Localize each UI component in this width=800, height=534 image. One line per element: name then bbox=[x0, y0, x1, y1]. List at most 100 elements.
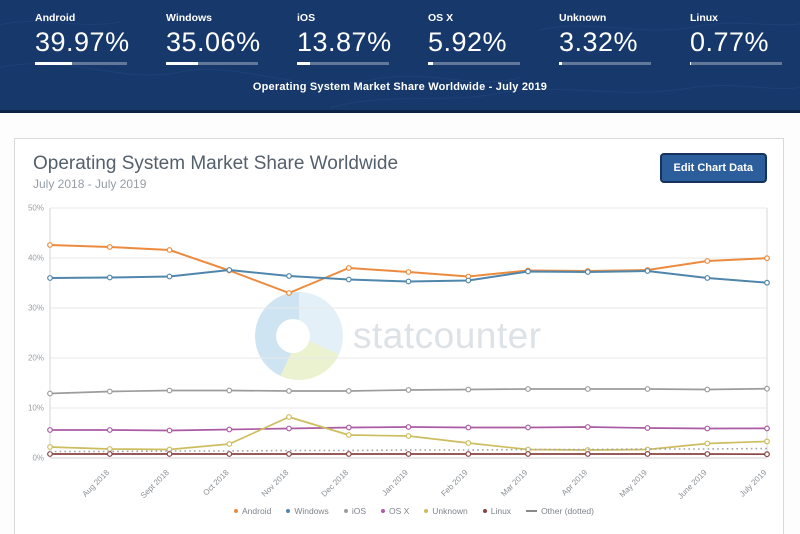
data-point-marker bbox=[345, 388, 352, 394]
x-axis-tick-label: June 2019 bbox=[676, 468, 709, 501]
stat-value: 5.92% bbox=[428, 27, 508, 57]
data-point-marker bbox=[166, 273, 173, 280]
legend-marker-icon bbox=[343, 509, 348, 513]
data-point-marker bbox=[465, 386, 472, 393]
legend-item-other-dotted-[interactable]: Other (dotted) bbox=[526, 506, 594, 516]
legend-item-os-x[interactable]: OS X bbox=[380, 506, 409, 516]
y-axis-tick-label: 40% bbox=[28, 254, 44, 263]
stat-item: Unknown 3.32% bbox=[559, 12, 690, 65]
legend-label: Windows bbox=[294, 506, 329, 516]
stat-value: 3.32% bbox=[559, 27, 639, 57]
data-point-marker bbox=[764, 279, 770, 286]
data-point-marker bbox=[704, 451, 711, 457]
legend-marker-icon bbox=[234, 509, 239, 513]
chart-card: Operating System Market Share Worldwide … bbox=[14, 138, 784, 534]
edit-chart-data-button[interactable]: Edit Chart Data bbox=[659, 153, 767, 183]
data-point-marker bbox=[704, 425, 711, 432]
legend-marker-icon bbox=[380, 509, 385, 513]
y-axis-tick-label: 50% bbox=[28, 204, 44, 213]
data-point-marker bbox=[286, 290, 292, 296]
data-point-marker bbox=[405, 451, 412, 457]
data-point-marker bbox=[465, 451, 472, 457]
data-point-marker bbox=[345, 451, 352, 457]
data-point-marker bbox=[106, 244, 113, 250]
stat-value: 0.77% bbox=[690, 27, 770, 57]
header-subtitle: Operating System Market Share Worldwide … bbox=[252, 81, 548, 93]
legend-item-windows[interactable]: Windows bbox=[286, 506, 329, 516]
statcounter-logo-icon bbox=[255, 292, 343, 380]
data-point-marker bbox=[47, 427, 53, 433]
data-point-marker bbox=[465, 277, 472, 284]
x-axis-tick-label: Feb 2019 bbox=[439, 468, 470, 499]
data-point-marker bbox=[286, 414, 292, 420]
data-point-marker bbox=[286, 451, 292, 457]
data-point-marker bbox=[106, 451, 113, 457]
legend-marker-icon bbox=[286, 509, 291, 513]
data-point-marker bbox=[226, 451, 233, 457]
legend-item-ios[interactable]: iOS bbox=[343, 506, 366, 516]
x-axis-tick-label: Apr 2019 bbox=[560, 468, 590, 498]
data-point-marker bbox=[226, 387, 233, 394]
data-point-marker bbox=[106, 274, 113, 281]
stat-label: Windows bbox=[166, 12, 212, 24]
data-point-marker bbox=[764, 385, 770, 392]
legend-dash-icon bbox=[526, 510, 538, 512]
data-point-marker bbox=[525, 386, 531, 392]
data-point-marker bbox=[764, 438, 770, 445]
x-axis-tick-label: Aug 2018 bbox=[81, 468, 112, 499]
stat-label: Unknown bbox=[559, 12, 607, 24]
data-point-marker bbox=[465, 440, 472, 446]
data-point-marker bbox=[226, 441, 233, 447]
data-point-marker bbox=[525, 268, 531, 275]
data-point-marker bbox=[166, 247, 173, 253]
chart-title: Operating System Market Share Worldwide bbox=[33, 153, 399, 174]
data-point-marker bbox=[47, 390, 53, 397]
data-point-marker bbox=[704, 258, 711, 264]
x-axis-tick-label: Oct 2018 bbox=[201, 468, 231, 498]
y-axis-tick-label: 30% bbox=[28, 304, 44, 313]
data-point-marker bbox=[47, 275, 53, 281]
stat-label: iOS bbox=[297, 12, 316, 24]
data-point-marker bbox=[405, 424, 412, 430]
legend-marker-icon bbox=[424, 509, 429, 513]
data-point-marker bbox=[764, 255, 770, 262]
legend-label: Unknown bbox=[432, 506, 468, 516]
legend-item-linux[interactable]: Linux bbox=[482, 506, 511, 516]
data-point-marker bbox=[166, 387, 173, 394]
data-point-marker bbox=[405, 433, 412, 439]
legend-label: iOS bbox=[351, 506, 366, 516]
x-axis-tick-label: May 2019 bbox=[618, 468, 650, 500]
line-chart: 0% 10% 20% 30% 40% 50% Aug 2018 Sept 2018 Oct 20… bbox=[28, 204, 770, 501]
data-point-marker bbox=[465, 424, 472, 431]
stat-item: Android 39.97% bbox=[35, 12, 166, 65]
statcounter-watermark-text: statcounter bbox=[353, 315, 542, 356]
data-point-marker bbox=[644, 425, 651, 431]
x-axis-tick-label: Nov 2018 bbox=[260, 468, 291, 499]
legend-marker-icon bbox=[482, 509, 487, 513]
data-point-marker bbox=[226, 267, 233, 273]
legend-item-android[interactable]: Android bbox=[234, 506, 271, 516]
data-point-marker bbox=[106, 427, 113, 433]
legend-label: Other (dotted) bbox=[541, 506, 594, 516]
data-point-marker bbox=[106, 388, 113, 395]
stat-share-bar bbox=[297, 62, 389, 65]
stat-item: OS X 5.92% bbox=[428, 12, 559, 65]
data-point-marker bbox=[584, 386, 591, 392]
data-point-marker bbox=[166, 451, 173, 457]
y-axis-tick-label: 0% bbox=[32, 454, 44, 463]
data-point-marker bbox=[584, 451, 591, 457]
data-point-marker bbox=[764, 425, 770, 432]
top-header: Android 39.97% Windows 35.06% iOS 13.87% OS X 5… bbox=[0, 0, 800, 113]
data-point-marker bbox=[47, 444, 53, 450]
data-point-marker bbox=[644, 451, 651, 457]
data-point-marker bbox=[584, 269, 591, 275]
data-point-marker bbox=[644, 268, 651, 274]
data-point-marker bbox=[525, 424, 531, 431]
stat-label: Android bbox=[35, 12, 76, 24]
data-point-marker bbox=[47, 451, 53, 457]
stat-item: iOS 13.87% bbox=[297, 12, 428, 65]
data-point-marker bbox=[704, 386, 711, 393]
stat-share-bar bbox=[428, 62, 520, 65]
legend-item-unknown[interactable]: Unknown bbox=[424, 506, 468, 516]
stat-item: Linux 0.77% bbox=[690, 12, 800, 65]
